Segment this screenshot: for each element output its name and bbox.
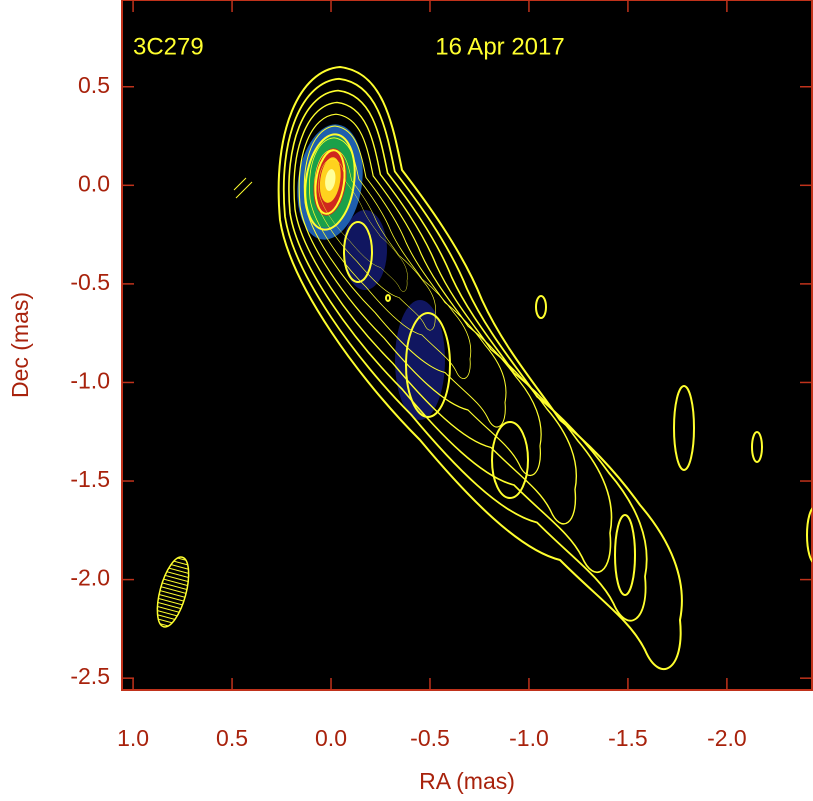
x-tick-label: -1.0: [509, 725, 549, 751]
emission: [395, 300, 445, 420]
y-tick-label: -1.5: [70, 466, 110, 492]
contours: [277, 66, 812, 671]
image: [156, 66, 812, 671]
emission: [325, 169, 336, 191]
date-label: 16 Apr 2017: [435, 33, 564, 60]
y-tick-label: 0.0: [78, 170, 110, 196]
y-tick-label: -2.0: [70, 565, 110, 591]
x-axis-label: RA (mas): [419, 768, 515, 794]
y-tick-label: 0.5: [78, 72, 110, 98]
source-name: 3C279: [133, 33, 204, 60]
x-tick-label: 1.0: [117, 725, 149, 751]
y-tick-label: -2.5: [70, 663, 110, 689]
beam: [156, 556, 190, 628]
x-tick-label: 0.0: [315, 725, 347, 751]
y-tick-label: -1.0: [70, 368, 110, 394]
x-tick-label: 0.5: [216, 725, 248, 751]
x-tick-label: -1.5: [608, 725, 648, 751]
y-tick-label: -0.5: [70, 269, 110, 295]
plot-area: [121, 0, 813, 691]
x-tick-label: -2.0: [707, 725, 747, 751]
y-axis-label: Dec (mas): [7, 292, 33, 398]
polarization-ticks: [233, 177, 253, 199]
x-tick-label: -0.5: [410, 725, 450, 751]
